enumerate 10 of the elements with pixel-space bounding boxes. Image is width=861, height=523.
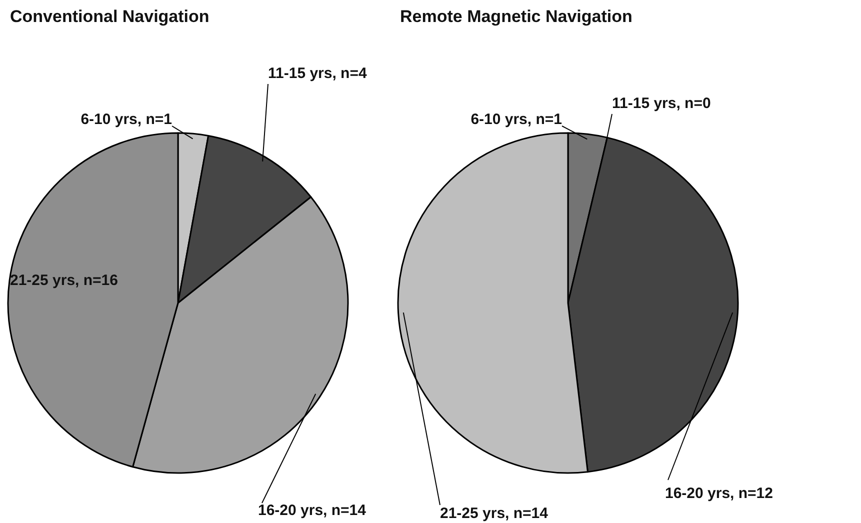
chart-title: Conventional Navigation (10, 7, 210, 26)
slice-label: 6-10 yrs, n=1 (470, 111, 562, 128)
slice-label: 16-20 yrs, n=12 (665, 485, 773, 502)
slice-label: 21-25 yrs, n=14 (440, 505, 549, 522)
category-label: 11-15 yrs, n=0 (612, 95, 711, 112)
slice-label: 6-10 yrs, n=1 (80, 111, 172, 128)
slice-label: 11-15 yrs, n=4 (268, 65, 368, 82)
slice-label: 16-20 yrs, n=14 (258, 502, 367, 519)
slice-label: 21-25 yrs, n=16 (10, 272, 118, 289)
chart-title: Remote Magnetic Navigation (400, 7, 632, 26)
